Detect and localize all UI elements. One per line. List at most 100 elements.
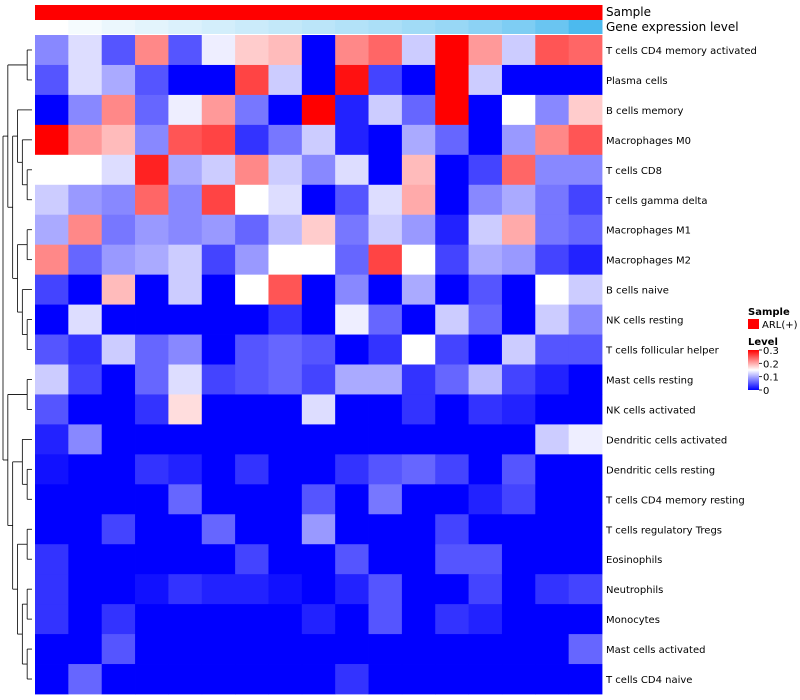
- sample-annotation-cell: [35, 5, 69, 20]
- heatmap-cell: [268, 574, 303, 605]
- heatmap-cell: [468, 35, 503, 66]
- heatmap-cell: [501, 634, 536, 665]
- row-dendrogram: [2, 49, 32, 680]
- heatmap-cell: [35, 304, 69, 335]
- heatmap-cell: [135, 364, 169, 395]
- heatmap-cell: [135, 334, 169, 365]
- heatmap-cell: [68, 514, 103, 545]
- heatmap-cell: [435, 394, 469, 425]
- heatmap-cell: [201, 364, 236, 395]
- heatmap-cell: [335, 634, 369, 665]
- heatmap-cell: [101, 334, 136, 365]
- heatmap-cell: [35, 64, 69, 96]
- heatmap-cell: [35, 574, 69, 605]
- heatmap-cell: [568, 154, 603, 186]
- expression-annotation-cell: [568, 20, 603, 34]
- heatmap-cell: [535, 604, 570, 635]
- heatmap-cell: [268, 454, 303, 485]
- heatmap-cell: [401, 304, 436, 335]
- heatmap-cell: [201, 664, 236, 695]
- heatmap-cell: [168, 664, 203, 695]
- heatmap-cell: [401, 244, 436, 276]
- heatmap-cell: [335, 94, 369, 126]
- heatmap-cell: [568, 484, 603, 515]
- heatmap-cell: [68, 604, 103, 635]
- heatmap-cell: [135, 274, 169, 305]
- heatmap-cell: [468, 394, 503, 425]
- heatmap-cell: [335, 214, 369, 246]
- heatmap-cell: [101, 124, 136, 156]
- expression-annotation-cell: [468, 20, 503, 34]
- heatmap-cell: [401, 634, 436, 665]
- heatmap-cell: [168, 35, 203, 66]
- heatmap-cell: [301, 214, 336, 246]
- heatmap-cell: [368, 484, 403, 515]
- sample-annotation-cell: [335, 5, 370, 20]
- heatmap-cell: [535, 484, 570, 515]
- heatmap-cell: [101, 94, 136, 126]
- heatmap-cell: [368, 544, 403, 575]
- heatmap-cell: [468, 514, 503, 545]
- heatmap-cell: [435, 214, 469, 246]
- heatmap-cell: [101, 35, 136, 66]
- heatmap-cell: [335, 35, 369, 66]
- heatmap-cell: [35, 274, 69, 305]
- heatmap-cell: [235, 334, 269, 365]
- heatmap-cell: [101, 214, 136, 246]
- heatmap-cell: [501, 394, 536, 425]
- heatmap-cell: [235, 94, 269, 126]
- heatmap-cell: [568, 454, 603, 485]
- heatmap-cell: [235, 214, 269, 246]
- expression-annotation-cell: [168, 20, 203, 34]
- heatmap-cell: [101, 544, 136, 575]
- heatmap-cell: [401, 124, 436, 156]
- heatmap-cell: [235, 544, 269, 575]
- heatmap-cell: [135, 664, 169, 695]
- heatmap-cell: [335, 664, 369, 695]
- heatmap-cell: [535, 574, 570, 605]
- heatmap-cell: [368, 35, 403, 66]
- heatmap-cell: [68, 124, 103, 156]
- expression-annotation-cell: [135, 20, 169, 34]
- heatmap-cell: [201, 574, 236, 605]
- heatmap-cell: [101, 484, 136, 515]
- row-label: Dendritic cells activated: [606, 435, 727, 446]
- heatmap-cell: [168, 334, 203, 365]
- heatmap-cell: [68, 364, 103, 395]
- legend-sample-entry: ARL(+): [762, 320, 798, 331]
- heatmap-cell: [501, 334, 536, 365]
- heatmap-cell: [201, 35, 236, 66]
- heatmap-cell: [468, 64, 503, 96]
- heatmap-cell: [201, 274, 236, 305]
- heatmap-cell: [368, 94, 403, 126]
- heatmap-cell: [101, 514, 136, 545]
- heatmap-cell: [335, 334, 369, 365]
- heatmap-cell: [301, 454, 336, 485]
- annotation-label-gene-expression: Gene expression level: [606, 20, 739, 34]
- heatmap-cell: [235, 664, 269, 695]
- row-label: T cells gamma delta: [605, 196, 707, 207]
- heatmap-cell: [268, 35, 303, 66]
- heatmap-cell: [368, 424, 403, 455]
- heatmap-cell: [501, 124, 536, 156]
- heatmap-cell: [68, 214, 103, 246]
- heatmap-cell: [268, 364, 303, 395]
- heatmap-cell: [301, 664, 336, 695]
- heatmap-cell: [368, 334, 403, 365]
- heatmap-cell: [268, 244, 303, 276]
- heatmap-cell: [501, 154, 536, 186]
- sample-annotation-cell: [201, 5, 236, 20]
- heatmap-cell: [401, 35, 436, 66]
- sample-annotation-cell: [435, 5, 470, 20]
- heatmap-cell: [35, 364, 69, 395]
- heatmap-cell: [201, 244, 236, 276]
- heatmap-cell: [468, 274, 503, 305]
- heatmap-cell: [168, 154, 203, 186]
- legend-tick-label: 0: [763, 386, 769, 397]
- heatmap-cell: [301, 484, 336, 515]
- heatmap-cell: [501, 244, 536, 276]
- heatmap-cell: [201, 64, 236, 96]
- heatmap-cell: [501, 484, 536, 515]
- heatmap-cell: [168, 244, 203, 276]
- heatmap-cell: [301, 634, 336, 665]
